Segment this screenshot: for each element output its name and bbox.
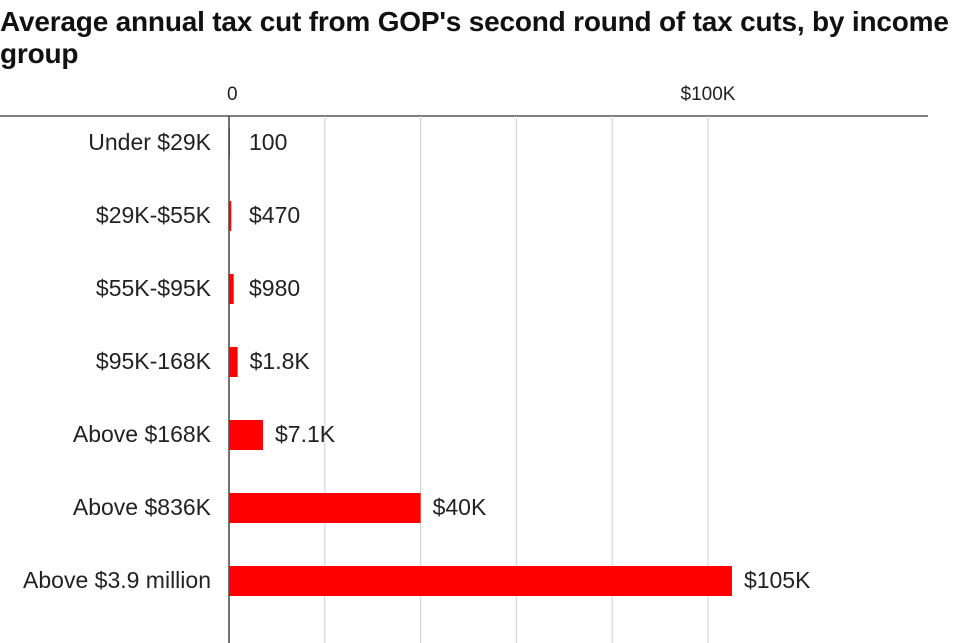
category-label: $29K-$55K [95, 202, 211, 228]
value-label: $7.1K [275, 421, 336, 447]
bar [229, 128, 230, 158]
bar [229, 566, 732, 596]
value-label: $980 [249, 275, 301, 301]
x-tick-label: 0 [227, 84, 238, 105]
bar [229, 274, 234, 304]
category-label: Above $836K [72, 494, 211, 520]
x-tick-label: $100K [680, 84, 736, 105]
category-label: Above $168K [72, 421, 211, 447]
category-label: Under $29K [88, 129, 211, 155]
bar [229, 201, 232, 231]
bar [229, 493, 421, 523]
value-label: $40K [432, 494, 487, 520]
chart-title: Average annual tax cut from GOP's second… [0, 6, 949, 69]
bar [229, 347, 238, 377]
category-label: Above $3.9 million [23, 567, 211, 593]
category-label: $95K-168K [95, 348, 211, 374]
value-label: 100 [249, 129, 288, 155]
category-label: $55K-$95K [95, 275, 211, 301]
value-label: $470 [249, 202, 301, 228]
value-label: $1.8K [249, 348, 310, 374]
value-label: $105K [743, 567, 811, 593]
bar [229, 420, 264, 450]
